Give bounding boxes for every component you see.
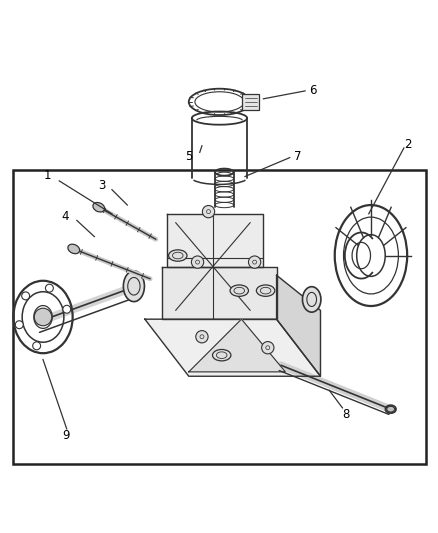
Ellipse shape <box>68 244 79 254</box>
Ellipse shape <box>168 250 187 261</box>
Circle shape <box>248 256 260 268</box>
Text: 9: 9 <box>62 429 70 442</box>
Polygon shape <box>276 275 320 376</box>
Text: 6: 6 <box>308 84 316 96</box>
Text: 5: 5 <box>185 150 192 163</box>
Polygon shape <box>166 214 263 266</box>
Circle shape <box>191 256 203 268</box>
Circle shape <box>21 292 29 300</box>
Ellipse shape <box>302 287 320 312</box>
Ellipse shape <box>386 406 394 412</box>
Text: 2: 2 <box>403 138 411 151</box>
Bar <box>13 170 425 464</box>
Ellipse shape <box>212 350 230 361</box>
Circle shape <box>15 321 23 329</box>
Circle shape <box>33 342 41 350</box>
Ellipse shape <box>256 285 274 296</box>
Ellipse shape <box>93 203 104 212</box>
Polygon shape <box>188 319 285 372</box>
Text: 8: 8 <box>342 408 349 421</box>
Circle shape <box>45 284 53 292</box>
Bar <box>242 94 258 110</box>
Polygon shape <box>145 319 320 376</box>
Text: 1: 1 <box>43 169 51 182</box>
Circle shape <box>195 330 208 343</box>
Ellipse shape <box>123 271 144 302</box>
Circle shape <box>261 342 273 354</box>
Text: 7: 7 <box>293 150 301 163</box>
Circle shape <box>202 206 214 218</box>
Text: 4: 4 <box>61 210 69 223</box>
Circle shape <box>34 308 52 326</box>
Ellipse shape <box>230 285 248 296</box>
Text: 3: 3 <box>98 179 105 192</box>
Polygon shape <box>162 266 276 319</box>
Circle shape <box>63 305 71 313</box>
